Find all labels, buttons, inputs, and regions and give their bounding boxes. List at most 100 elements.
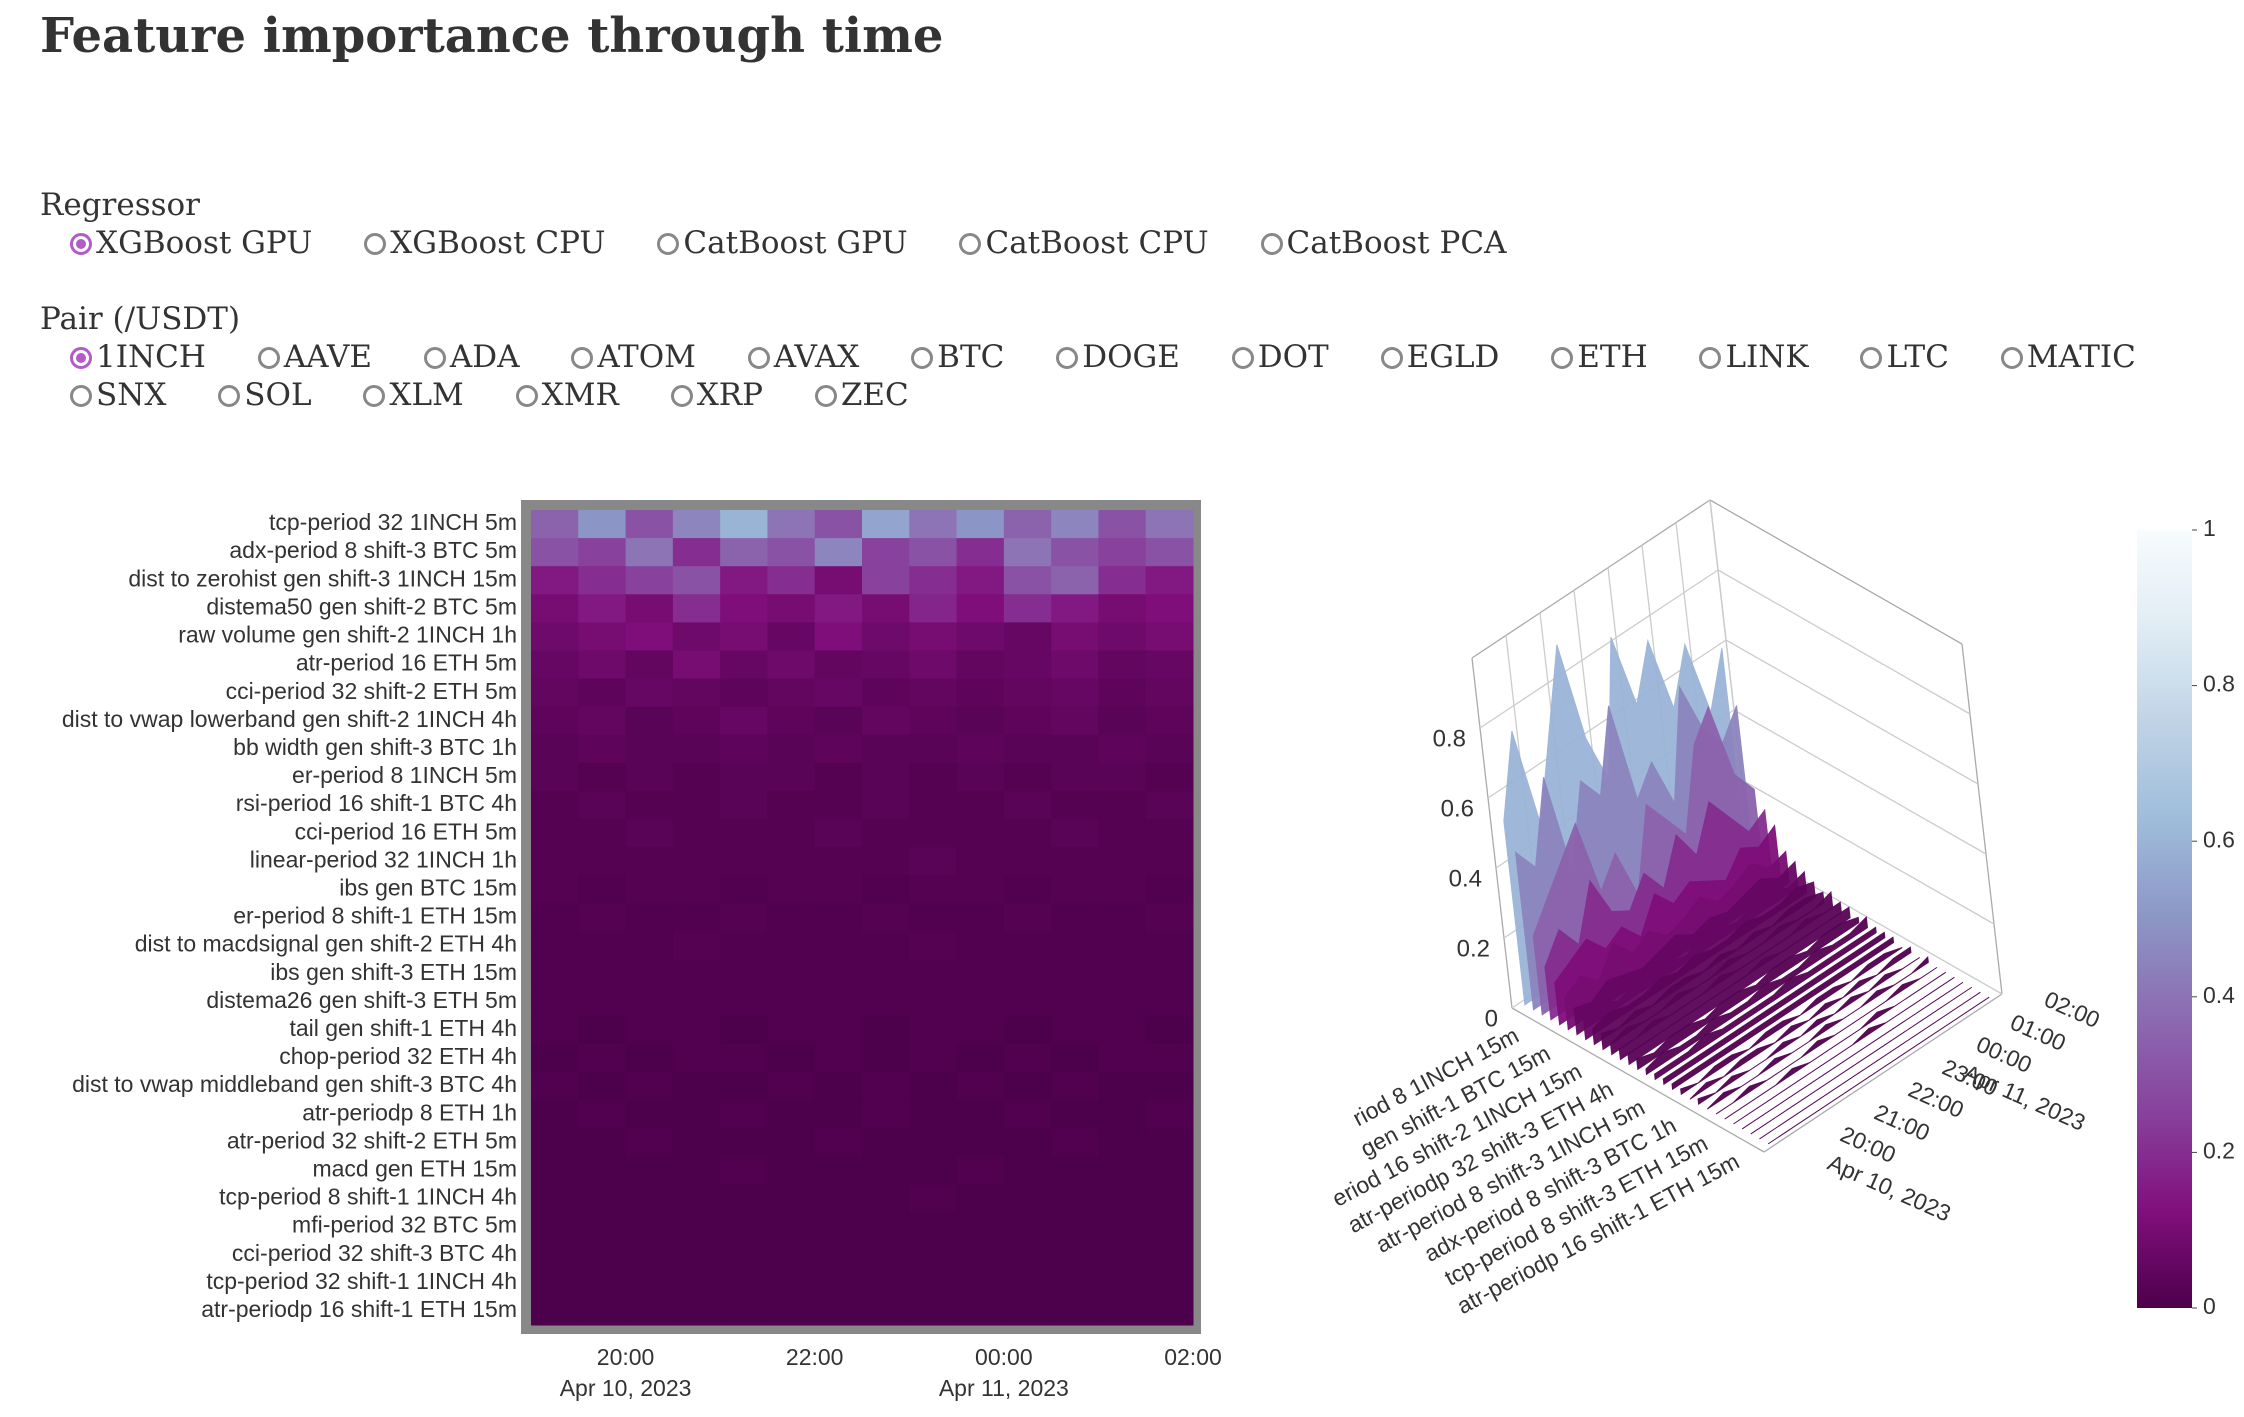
heatmap-cell — [767, 734, 816, 764]
option-label[interactable]: ETH — [1577, 339, 1648, 375]
option-label[interactable]: CatBoost PCA — [1286, 225, 1507, 261]
heatmap-cell — [814, 510, 863, 539]
radio-button[interactable] — [1860, 347, 1883, 369]
y-tick-label: er-period 8 1INCH 5m — [292, 762, 517, 788]
heatmap-cell — [625, 706, 674, 736]
option-label[interactable]: DOGE — [1082, 339, 1180, 375]
heatmap-cell — [909, 791, 958, 820]
option-label[interactable]: ZEC — [840, 377, 909, 413]
radio-option[interactable]: DOGE — [1056, 339, 1180, 375]
heatmap-cell — [578, 1015, 627, 1045]
heatmap-cell — [720, 706, 768, 736]
heatmap-cell — [909, 650, 958, 680]
heatmap-cell — [956, 650, 1005, 680]
heatmap-cell — [672, 678, 721, 708]
option-label[interactable]: CatBoost GPU — [683, 225, 908, 261]
heatmap-cell — [862, 819, 910, 848]
heatmap-cell — [862, 791, 910, 820]
option-label[interactable]: EGLD — [1406, 339, 1500, 375]
option-label[interactable]: AAVE — [283, 339, 372, 375]
radio-button[interactable] — [1260, 233, 1283, 255]
radio-button[interactable] — [70, 233, 92, 255]
radio-button[interactable] — [1699, 347, 1722, 369]
heatmap-cell — [909, 931, 958, 961]
heatmap-cell — [956, 875, 1005, 904]
heatmap-cell — [1098, 1015, 1147, 1045]
radio-button[interactable] — [747, 347, 770, 369]
heatmap-cell — [531, 1015, 579, 1045]
radio-option[interactable]: EGLD — [1380, 339, 1500, 375]
radio-option[interactable]: ETH — [1551, 339, 1648, 375]
radio-option[interactable]: AAVE — [257, 339, 372, 375]
radio-option[interactable]: LTC — [1860, 339, 1949, 375]
heatmap-cell — [862, 1128, 910, 1157]
radio-button[interactable] — [257, 347, 280, 369]
option-label[interactable]: AVAX — [773, 339, 860, 375]
radio-button[interactable] — [1551, 347, 1574, 369]
radio-button[interactable] — [70, 347, 92, 369]
option-label[interactable]: LTC — [1886, 339, 1949, 375]
radio-option[interactable]: 1INCH — [70, 339, 206, 375]
heatmap-cell — [1003, 1072, 1052, 1101]
radio-option[interactable]: XGBoost CPU — [364, 225, 606, 261]
option-label[interactable]: XRP — [696, 377, 763, 413]
radio-button[interactable] — [1380, 347, 1403, 369]
radio-button[interactable] — [218, 385, 241, 407]
radio-button[interactable] — [70, 385, 92, 407]
radio-button[interactable] — [959, 233, 982, 255]
heatmap-cell — [1003, 1240, 1052, 1270]
radio-option[interactable]: SOL — [218, 377, 312, 413]
radio-button[interactable] — [670, 385, 693, 407]
radio-option[interactable]: XRP — [670, 377, 763, 413]
heatmap-cell — [625, 594, 674, 623]
radio-button[interactable] — [571, 347, 594, 369]
radio-option[interactable]: CatBoost CPU — [959, 225, 1209, 261]
radio-option[interactable]: LINK — [1699, 339, 1809, 375]
radio-button[interactable] — [515, 385, 538, 407]
option-label[interactable]: 1INCH — [96, 339, 206, 375]
radio-option[interactable]: BTC — [911, 339, 1004, 375]
radio-option[interactable]: CatBoost GPU — [657, 225, 908, 261]
radio-button[interactable] — [814, 385, 837, 407]
option-label[interactable]: XGBoost CPU — [390, 225, 606, 261]
radio-option[interactable]: SNX — [70, 377, 166, 413]
radio-option[interactable]: XMR — [515, 377, 619, 413]
option-label[interactable]: SNX — [96, 377, 167, 413]
option-label[interactable]: DOT — [1257, 339, 1329, 375]
radio-button[interactable] — [363, 385, 386, 407]
radio-option[interactable]: AVAX — [747, 339, 860, 375]
option-label[interactable]: XLM — [389, 377, 464, 413]
heatmap-cell — [720, 678, 768, 708]
radio-button[interactable] — [2000, 347, 2023, 369]
radio-button[interactable] — [911, 347, 934, 369]
radio-option[interactable]: ADA — [423, 339, 520, 375]
radio-option[interactable]: CatBoost PCA — [1260, 225, 1507, 261]
radio-option[interactable]: XLM — [363, 377, 464, 413]
option-label[interactable]: ATOM — [597, 339, 696, 375]
radio-button[interactable] — [1056, 347, 1079, 369]
radio-button[interactable] — [657, 233, 680, 255]
option-label[interactable]: XGBoost GPU — [96, 225, 313, 261]
option-label[interactable]: LINK — [1725, 339, 1809, 375]
heatmap-cell — [1145, 1268, 1194, 1298]
heatmap-cell — [862, 1015, 910, 1045]
radio-option[interactable]: ATOM — [571, 339, 696, 375]
option-label[interactable]: MATIC — [2026, 339, 2136, 375]
heatmap-cell — [767, 622, 816, 652]
radio-option[interactable]: XGBoost GPU — [70, 225, 312, 261]
heatmap-cell — [1051, 762, 1099, 792]
option-label[interactable]: CatBoost CPU — [985, 225, 1209, 261]
option-label[interactable]: ADA — [449, 339, 520, 375]
heatmap-cell — [814, 566, 863, 595]
heatmap-cell — [720, 1184, 768, 1214]
radio-button[interactable] — [1231, 347, 1254, 369]
radio-option[interactable]: MATIC — [2000, 339, 2136, 375]
radio-button[interactable] — [423, 347, 446, 369]
radio-button[interactable] — [364, 233, 387, 255]
radio-option[interactable]: ZEC — [814, 377, 909, 413]
option-label[interactable]: SOL — [244, 377, 312, 413]
radio-option[interactable]: DOT — [1231, 339, 1329, 375]
option-label[interactable]: XMR — [541, 377, 619, 413]
option-label[interactable]: BTC — [937, 339, 1005, 375]
heatmap-cell — [862, 875, 910, 904]
